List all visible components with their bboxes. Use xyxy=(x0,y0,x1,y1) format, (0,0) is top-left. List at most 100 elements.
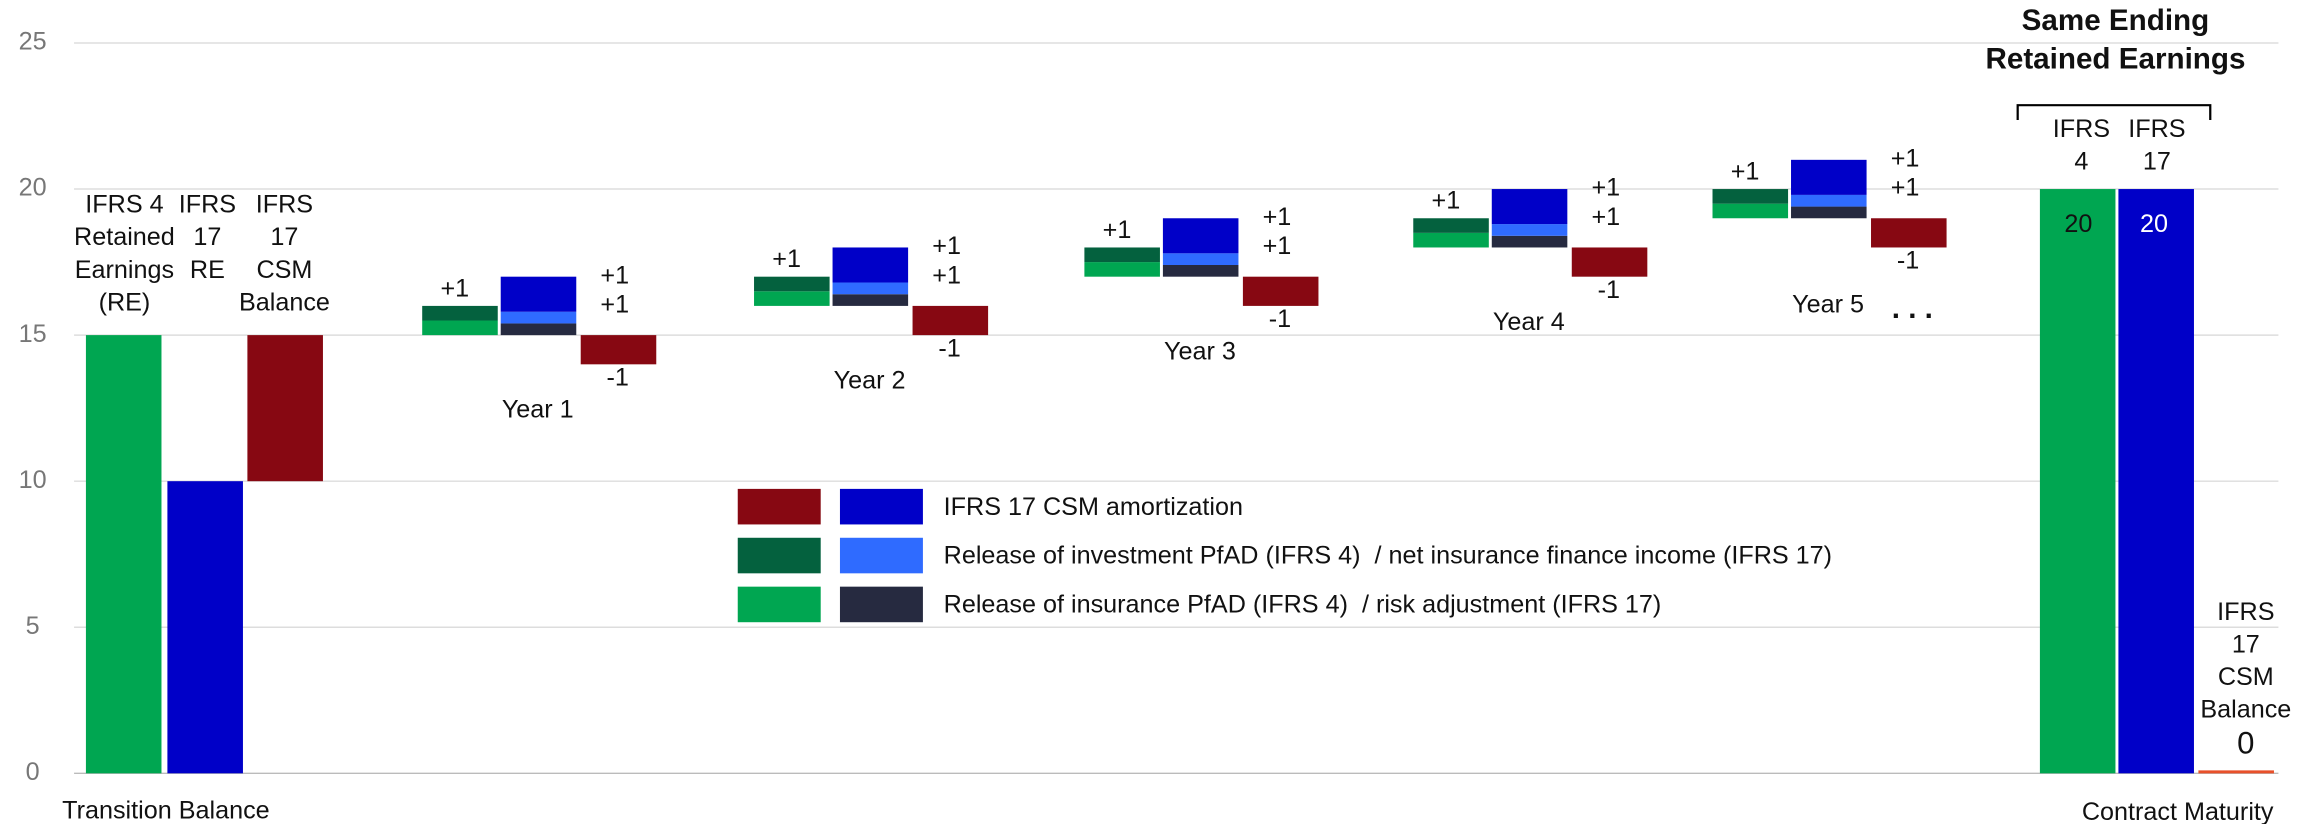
bar xyxy=(832,294,909,306)
bar xyxy=(1413,232,1489,248)
bar-label: IFRS xyxy=(2053,115,2110,143)
bar xyxy=(1571,247,1648,277)
bar xyxy=(832,282,909,295)
annotation: +1 xyxy=(932,232,961,260)
bar xyxy=(1162,218,1239,254)
bracket xyxy=(2016,104,2212,121)
bar xyxy=(1242,276,1319,306)
year-label: Year 1 xyxy=(502,396,574,424)
bar xyxy=(1162,253,1239,266)
annotation: +1 xyxy=(600,291,629,319)
bar-label: IFRS xyxy=(179,191,236,219)
bar-label: CSM xyxy=(2218,663,2274,691)
bar xyxy=(1084,247,1160,263)
year-label: Year 2 xyxy=(834,367,906,395)
bar-label: 17 xyxy=(270,223,298,251)
annotation: +1 xyxy=(932,261,961,289)
annotation: -1 xyxy=(1598,276,1620,304)
y-tick-label: 0 xyxy=(26,758,40,786)
bar xyxy=(1084,262,1160,277)
bar xyxy=(1791,194,1867,207)
annotation: -1 xyxy=(1897,247,1919,275)
bar-label: Earnings xyxy=(75,256,174,284)
y-tick-label: 15 xyxy=(19,320,47,348)
year-label: Year 3 xyxy=(1164,337,1236,365)
y-tick-label: 10 xyxy=(19,466,47,494)
annotation: -1 xyxy=(607,364,629,392)
annotation: +1 xyxy=(1891,144,1920,172)
bar-label: Balance xyxy=(239,288,330,316)
x-label: Contract Maturity xyxy=(2082,798,2274,824)
bar-label: 17 xyxy=(2232,631,2260,659)
bar-label: (RE) xyxy=(99,288,151,316)
bar-label: IFRS xyxy=(2217,598,2274,626)
bar xyxy=(247,335,323,482)
annotation: +1 xyxy=(1103,216,1132,244)
annotation: +1 xyxy=(1591,203,1620,231)
bar xyxy=(500,311,577,324)
bar xyxy=(1491,189,1568,225)
bar xyxy=(422,320,498,336)
bar-label: 17 xyxy=(2143,148,2171,176)
bar xyxy=(754,291,830,306)
legend-label: Release of investment PfAD (IFRS 4) / ne… xyxy=(944,542,1832,570)
legend-swatch xyxy=(737,537,821,574)
bar-label: IFRS xyxy=(256,191,313,219)
annotation: +1 xyxy=(772,245,801,273)
bar xyxy=(1712,189,1789,204)
bar xyxy=(1712,203,1789,219)
bar xyxy=(1162,265,1239,277)
value-label: 20 xyxy=(2140,210,2168,238)
legend-swatch xyxy=(737,586,821,623)
bar xyxy=(85,335,162,774)
annotation: -1 xyxy=(1269,305,1291,333)
bar-label: RE xyxy=(190,256,225,284)
value-label: 20 xyxy=(2064,210,2092,238)
legend-label: Release of insurance PfAD (IFRS 4) / ris… xyxy=(944,591,1662,619)
bar xyxy=(1491,224,1568,236)
bar xyxy=(754,276,830,292)
bar xyxy=(832,247,909,283)
legend-swatch xyxy=(839,488,923,525)
legend-label: IFRS 17 CSM amortization xyxy=(944,493,1243,521)
year-label: Year 5 xyxy=(1792,291,1864,319)
x-label: Transition Balance xyxy=(62,796,270,824)
annotation: +1 xyxy=(1263,203,1292,231)
annotation: +1 xyxy=(1263,232,1292,260)
y-tick-label: 5 xyxy=(26,612,40,640)
bar-label: 4 xyxy=(2074,148,2088,176)
bar-label: Balance xyxy=(2200,696,2291,724)
bar xyxy=(167,481,243,774)
bar xyxy=(912,305,989,336)
annotation: +1 xyxy=(1432,187,1461,215)
bar xyxy=(2039,189,2116,774)
year-label: Year 4 xyxy=(1493,308,1565,336)
bar-label: IFRS 4 xyxy=(85,191,163,219)
bar-label: CSM xyxy=(256,256,312,284)
bar-label: 17 xyxy=(193,223,221,251)
bar xyxy=(422,305,498,321)
legend-swatch xyxy=(737,488,821,525)
ellipsis: . . . xyxy=(1892,292,1933,325)
bar xyxy=(1791,206,1867,219)
value-label: 0 xyxy=(2237,725,2254,760)
annotation: -1 xyxy=(938,334,960,362)
annotation: +1 xyxy=(1591,174,1620,202)
annotation: +1 xyxy=(440,274,469,302)
bar xyxy=(1791,159,1867,195)
bar xyxy=(1871,218,1947,248)
annotation: +1 xyxy=(600,261,629,289)
bar xyxy=(580,335,657,365)
bar xyxy=(500,276,577,312)
bar-label: Retained xyxy=(74,223,175,251)
y-tick-label: 20 xyxy=(19,174,47,202)
annotation: +1 xyxy=(1891,174,1920,202)
bar-label: IFRS xyxy=(2128,115,2185,143)
bar xyxy=(2118,189,2194,774)
chart-title: Retained Earnings xyxy=(1985,43,2245,76)
legend-swatch xyxy=(839,537,923,574)
bar xyxy=(500,323,577,336)
y-tick-label: 25 xyxy=(19,28,47,56)
